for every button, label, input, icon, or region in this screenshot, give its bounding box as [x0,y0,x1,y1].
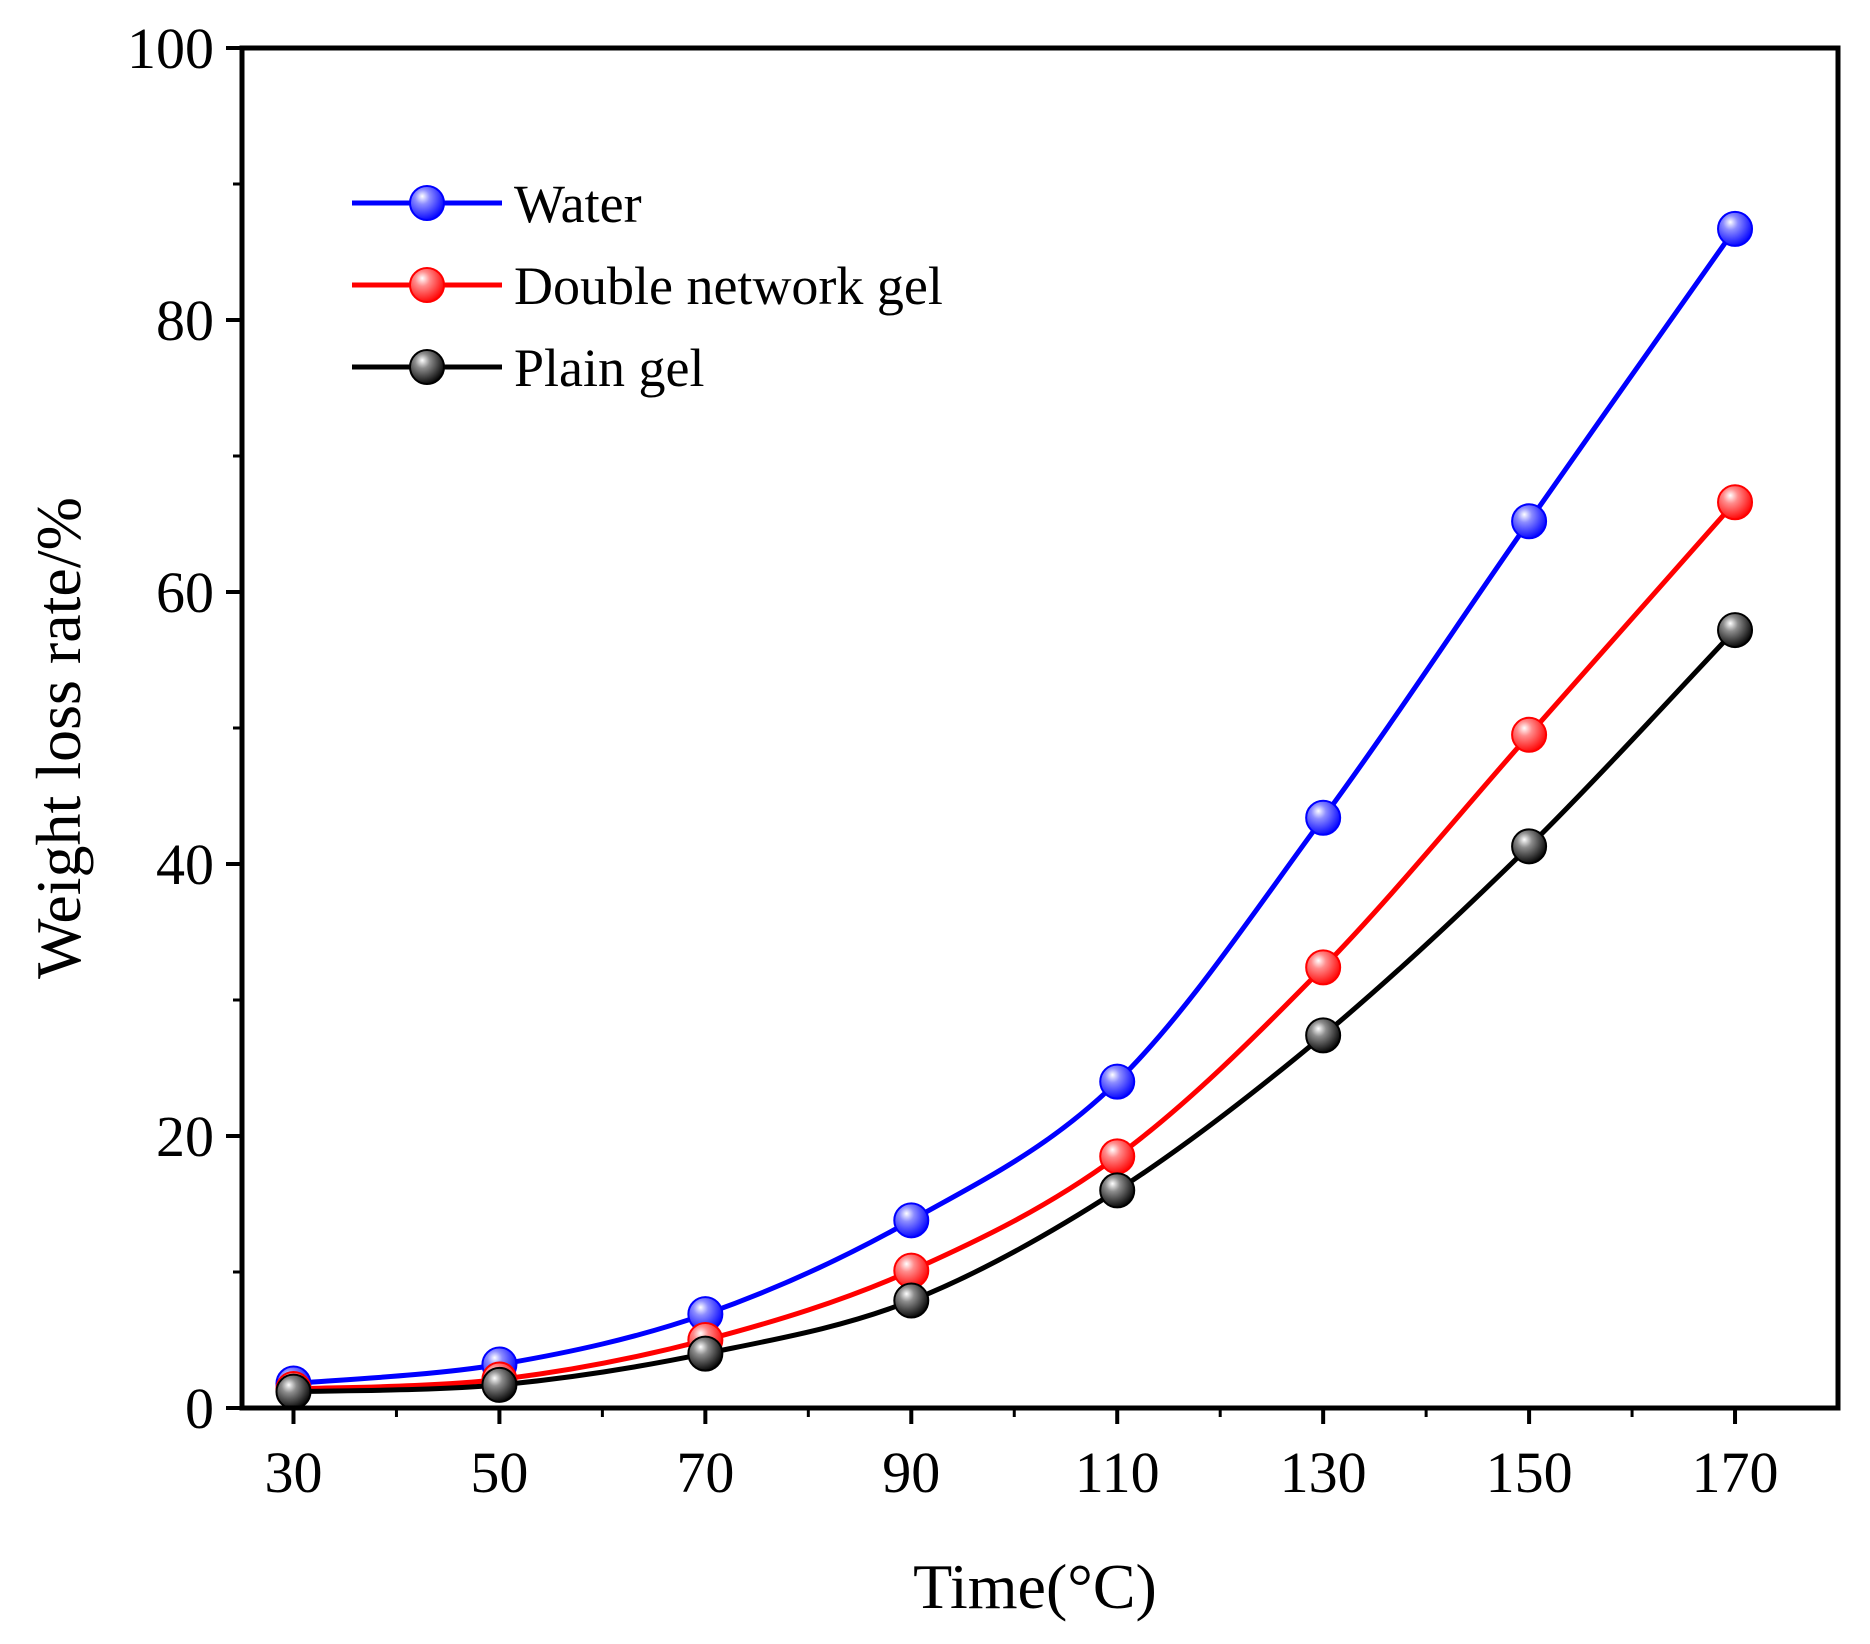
x-tick-label-110: 110 [1075,1440,1160,1505]
data-point-water-90 [893,1202,930,1239]
legend-label: Double network gel [514,256,943,316]
data-point-double-network-gel-110 [1099,1138,1136,1175]
series-line-water [291,226,1738,1386]
legend-label: Water [514,174,642,234]
data-point-plain-gel-50 [481,1366,518,1403]
data-point-double-network-gel-90 [893,1252,930,1289]
series-layer [275,210,1754,1410]
data-point-water-150 [1511,503,1548,540]
y-tick-label-100: 100 [127,16,214,81]
legend-item-plain-gel: Plain gel [352,338,704,398]
x-tick-label-50: 50 [470,1440,528,1505]
data-point-water-110 [1099,1063,1136,1100]
y-tick-label-0: 0 [185,1376,214,1441]
y-tick-label-20: 20 [156,1104,214,1169]
data-point-plain-gel-130 [1305,1017,1342,1054]
legend-marker [409,185,445,221]
data-point-double-network-gel-170 [1717,484,1754,521]
series-double-network-gel [275,484,1754,1407]
data-point-plain-gel-70 [687,1335,724,1372]
x-tick-label-30: 30 [264,1440,322,1505]
legend-marker [409,349,445,385]
x-axis-title: Time(°C) [913,1551,1157,1622]
data-point-plain-gel-90 [893,1282,930,1319]
data-point-double-network-gel-150 [1511,716,1548,753]
y-tick-label-40: 40 [156,832,214,897]
legend-label: Plain gel [514,338,704,398]
legend-item-double-network-gel: Double network gel [352,256,943,316]
y-tick-label-80: 80 [156,288,214,353]
x-tick-label-170: 170 [1692,1440,1779,1505]
axes-layer: 30 50 70 90 110 130 150 170 0 20 40 60 80 100 [127,16,1841,1505]
data-point-plain-gel-150 [1511,828,1548,865]
data-point-double-network-gel-130 [1305,949,1342,986]
x-tick-label-70: 70 [676,1440,734,1505]
y-axis-title: Weight loss rate/% [23,497,94,979]
y-tick-label-60: 60 [156,560,214,625]
data-point-plain-gel-30 [275,1373,312,1410]
data-point-plain-gel-110 [1099,1172,1136,1209]
legend-item-water: Water [352,174,642,234]
series-line-double-network-gel [291,499,1738,1392]
data-point-water-130 [1305,799,1342,836]
legend-marker [409,267,445,303]
x-tick-label-130: 130 [1280,1440,1367,1505]
x-tick-label-90: 90 [882,1440,940,1505]
data-point-plain-gel-170 [1717,612,1754,649]
legend: Water Double network gel Plain gel [352,174,943,398]
x-tick-label-150: 150 [1486,1440,1573,1505]
data-point-water-170 [1717,210,1754,247]
